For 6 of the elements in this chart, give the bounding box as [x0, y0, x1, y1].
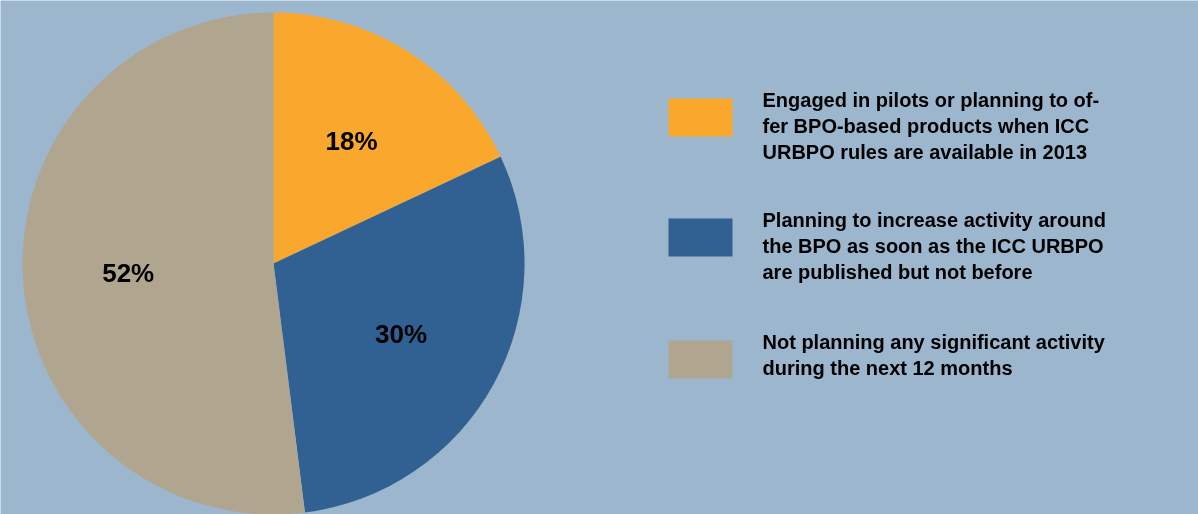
legend-label: Engaged in pilots or planning to of- fer BPO-based products when ICC URBPO rules are available in 2013 — [762, 88, 1100, 164]
data-label: 18% — [325, 125, 378, 156]
data-label: 52% — [102, 257, 155, 288]
data-label: 30% — [375, 318, 428, 349]
legend-label: Planning to increase activity around the BPO as soon as the ICC URBPO are published but not before — [762, 208, 1106, 284]
legend-label: Not planning any significant activity during the next 12 months — [762, 330, 1106, 379]
